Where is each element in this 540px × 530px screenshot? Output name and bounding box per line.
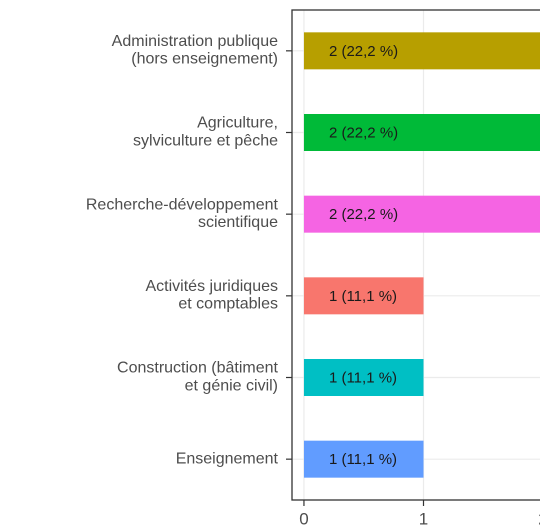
y-tick-label: Recherche-développement scientifique — [86, 197, 279, 232]
bar — [303, 195, 540, 233]
value-label: 1 (11,1 %) — [329, 369, 397, 386]
y-tick-label: Agriculture, sylviculture et pêche — [133, 115, 278, 150]
value-label: 2 (22,2 %) — [329, 124, 398, 141]
x-tick-label: 2 — [538, 509, 540, 528]
value-label: 2 (22,2 %) — [329, 43, 398, 60]
y-tick-label: Enseignement — [176, 450, 279, 467]
value-label: 2 (22,2 %) — [329, 206, 398, 223]
x-tick-label: 1 — [419, 509, 428, 528]
panel-border — [291, 9, 540, 501]
x-tick-label: 0 — [299, 509, 308, 528]
y-tick-label: Construction (bâtiment et génie civil) — [117, 360, 279, 395]
bar — [303, 114, 540, 151]
bar — [303, 359, 424, 396]
bar — [303, 32, 540, 70]
value-label: 1 (11,1 %) — [329, 451, 397, 468]
y-tick-label: Activités juridiques et comptables — [146, 278, 279, 313]
bar — [303, 277, 424, 315]
bar — [303, 440, 424, 478]
value-label: 1 (11,1 %) — [329, 288, 397, 305]
y-tick-label: Administration publique (hors enseignemen… — [112, 33, 278, 68]
